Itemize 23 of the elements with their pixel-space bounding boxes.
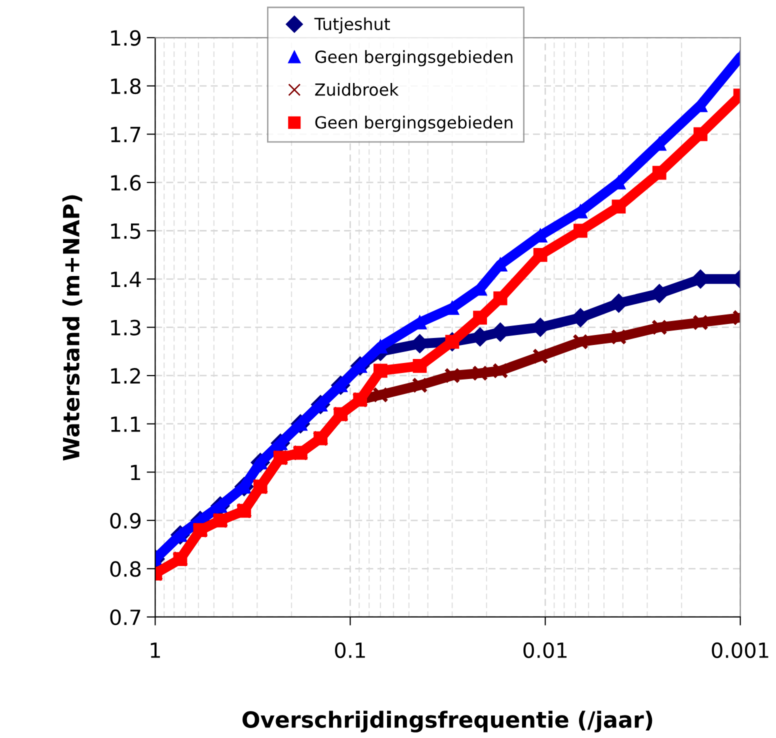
- y-axis-title: Waterstand (m+NAP): [62, 195, 82, 461]
- x-tick-label: 0.001: [712, 642, 768, 658]
- y-tick-label: 1.2: [111, 368, 140, 384]
- x-tick-label: 1: [150, 642, 160, 658]
- y-tick-label: 1.6: [111, 174, 141, 191]
- y-tick-label: 1: [131, 464, 140, 480]
- legend-label: Tutjeshut: [314, 17, 390, 34]
- legend-label: Geen bergingsgebieden: [315, 50, 512, 66]
- y-tick-label: 1.3: [111, 320, 140, 336]
- y-tick-label: 1.5: [111, 223, 140, 239]
- legend-label: Zuidbroek: [315, 82, 399, 96]
- y-tick-label: 0.7: [110, 609, 140, 626]
- y-tick-label: 1.8: [111, 78, 141, 94]
- x-tick-label: 0.1: [335, 642, 365, 658]
- y-tick-label: 1.4: [111, 272, 141, 287]
- legend-label: Geen bergingsgebieden: [315, 116, 512, 132]
- y-tick-label: 0.8: [110, 561, 141, 577]
- y-tick-label: 1.1: [111, 416, 140, 432]
- y-tick-label: 1.9: [111, 30, 141, 46]
- y-tick-label: 1.7: [111, 126, 140, 142]
- y-tick-label: 0.9: [110, 512, 141, 529]
- x-tick-label: 0.01: [523, 642, 567, 658]
- x-axis-title: Overschrijdingsfrequentie (/jaar): [242, 710, 652, 732]
